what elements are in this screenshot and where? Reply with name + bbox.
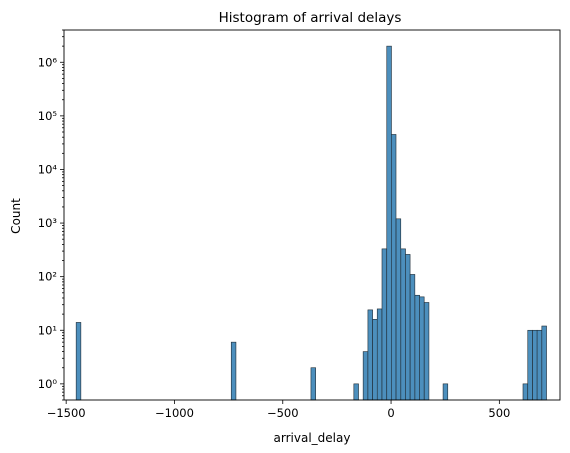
x-tick-label: −1500 — [47, 406, 86, 420]
histogram-bar — [395, 218, 402, 401]
histogram-bar — [423, 302, 430, 401]
histogram-bar — [372, 319, 378, 401]
histogram-bar — [541, 325, 547, 401]
histogram-bar — [409, 274, 416, 401]
histogram-bar — [536, 329, 543, 401]
histogram-bar — [75, 322, 82, 401]
y-axis-ticks: 10⁰ 10¹ 10² 10³ 10⁴ 10⁵ 10⁶ — [38, 29, 64, 401]
histogram-bar — [414, 294, 420, 401]
x-tick-label: 0 — [387, 406, 394, 420]
histogram-bar — [391, 134, 397, 401]
histogram-bar — [362, 351, 369, 401]
histogram-bar — [381, 248, 387, 401]
histogram-bar — [310, 367, 316, 401]
y-tick-label: 10⁵ — [38, 109, 58, 123]
y-tick-label: 10⁴ — [38, 162, 58, 176]
histogram-bar — [400, 248, 406, 401]
x-tick-label: 500 — [488, 406, 510, 420]
histogram-bar — [376, 308, 383, 401]
x-tick-label: −500 — [267, 406, 299, 420]
histogram-bar — [367, 309, 373, 401]
histogram-bar — [386, 45, 392, 401]
histogram-bar — [230, 341, 237, 401]
histogram-bar — [442, 383, 449, 401]
histogram-bar — [419, 296, 425, 401]
y-tick-label: 10⁶ — [38, 55, 58, 69]
x-axis-label: arrival_delay — [274, 431, 351, 445]
histogram-bar — [532, 329, 538, 401]
plot-frame — [63, 29, 561, 401]
y-tick-label: 10⁰ — [38, 377, 58, 391]
x-tick-label: −1000 — [155, 406, 194, 420]
chart-title: Histogram of arrival delays — [219, 10, 402, 26]
y-tick-label: 10² — [38, 270, 57, 284]
histogram-bar — [353, 383, 359, 401]
x-axis-ticks: −1500 −1000 −500 0 500 — [47, 400, 510, 420]
y-tick-label: 10³ — [38, 216, 58, 230]
histogram-bar — [522, 383, 528, 401]
histogram-bar — [405, 254, 411, 401]
histogram-bars — [75, 45, 547, 401]
histogram-bar — [527, 329, 533, 401]
y-tick-label: 10¹ — [38, 323, 57, 337]
y-axis-label: Count — [9, 198, 23, 234]
